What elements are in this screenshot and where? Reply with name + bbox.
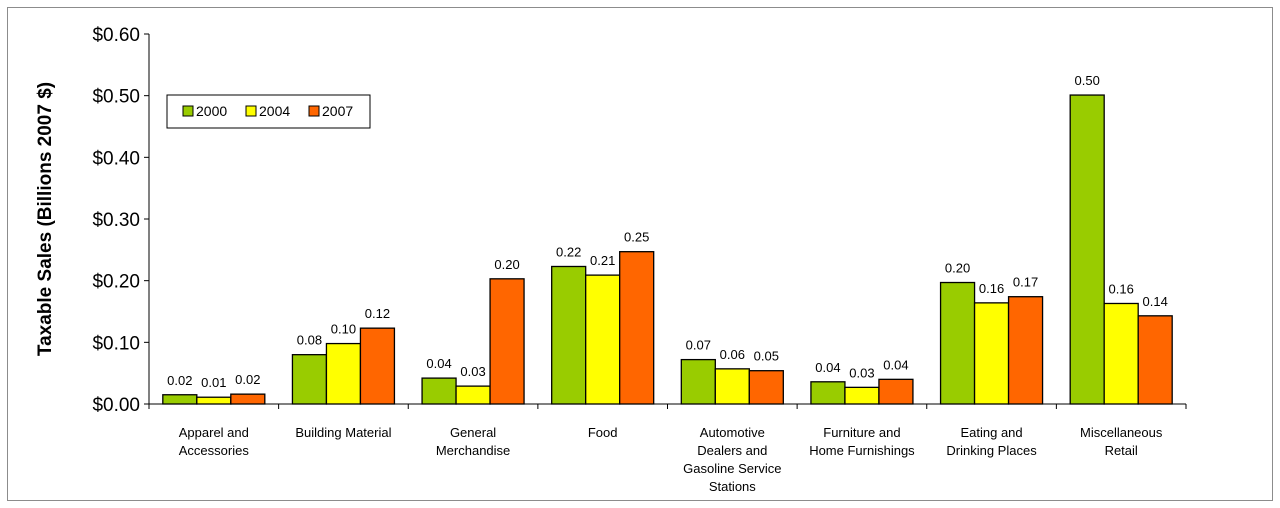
y-tick-label: $0.60 bbox=[92, 25, 140, 46]
x-tick-label: Apparel and Accessories bbox=[179, 425, 250, 458]
data-label: 0.12 bbox=[365, 306, 390, 321]
data-label: 0.20 bbox=[945, 261, 970, 276]
data-label: 0.02 bbox=[167, 373, 192, 388]
bar-2000 bbox=[680, 358, 716, 405]
bar-2007 bbox=[489, 278, 525, 405]
legend-swatch-2004 bbox=[245, 105, 257, 117]
bar-2000 bbox=[810, 381, 846, 405]
bar-2007 bbox=[1007, 296, 1044, 405]
x-tick-label-line: Drinking Places bbox=[946, 443, 1037, 458]
x-tick-label: Building Material bbox=[295, 425, 391, 440]
data-label: 0.10 bbox=[331, 322, 356, 337]
data-label: 0.04 bbox=[426, 356, 451, 371]
data-label: 0.08 bbox=[297, 333, 322, 348]
bar-2007 bbox=[1137, 315, 1173, 405]
x-tick-label: General Merchandise bbox=[436, 425, 510, 458]
bar-2004 bbox=[844, 386, 880, 405]
bar-2000 bbox=[162, 394, 198, 405]
legend: 2000 2004 2007 bbox=[166, 94, 371, 129]
data-label: 0.06 bbox=[720, 347, 745, 362]
bar-2007 bbox=[230, 393, 266, 405]
x-tick-label: Furniture and Home Furnishings bbox=[809, 425, 915, 458]
legend-label: 2000 bbox=[196, 103, 227, 119]
bar-2004 bbox=[196, 396, 232, 405]
legend-swatch-2007 bbox=[308, 105, 320, 117]
data-label: 0.01 bbox=[201, 375, 226, 390]
bar-2000 bbox=[939, 281, 976, 405]
data-label: 0.17 bbox=[1013, 275, 1038, 290]
legend-swatch-2000 bbox=[182, 105, 194, 117]
data-label: 0.50 bbox=[1075, 73, 1100, 88]
y-tick-label: $0.40 bbox=[92, 148, 140, 169]
bar-2007 bbox=[619, 251, 655, 405]
data-label: 0.16 bbox=[1109, 281, 1134, 296]
bar-2004 bbox=[455, 385, 491, 405]
bar-2000 bbox=[551, 265, 587, 405]
y-axis-title: Taxable Sales (Billions 2007 $) bbox=[35, 82, 56, 356]
x-tick-label-line: Food bbox=[588, 425, 618, 440]
x-tick-label: Automotive Dealers and Gasoline Service Sta… bbox=[683, 425, 781, 494]
x-tick-label-line: Gasoline Service bbox=[683, 461, 781, 476]
data-label: 0.02 bbox=[235, 372, 260, 387]
legend-label: 2007 bbox=[322, 103, 353, 119]
x-tick-label-line: Eating and bbox=[960, 425, 1022, 440]
data-label: 0.16 bbox=[979, 281, 1004, 296]
legend-label: 2004 bbox=[259, 103, 290, 119]
data-label: 0.03 bbox=[460, 364, 485, 379]
bar-2000 bbox=[1069, 94, 1105, 405]
y-tick-label: $0.50 bbox=[92, 87, 140, 108]
x-tick-label-line: Merchandise bbox=[436, 443, 510, 458]
x-tick-label-line: Miscellaneous bbox=[1080, 425, 1163, 440]
x-tick-label: Eating and Drinking Places bbox=[946, 425, 1037, 458]
x-tick-label: Miscellaneous Retail bbox=[1080, 425, 1163, 458]
bar-2007 bbox=[878, 378, 914, 405]
bar-2004 bbox=[714, 368, 750, 405]
data-label: 0.04 bbox=[883, 357, 908, 372]
data-label: 0.03 bbox=[849, 365, 874, 380]
x-tick-label-line: Furniture and bbox=[823, 425, 900, 440]
x-tick-label-line: Stations bbox=[709, 479, 756, 494]
bar-2007 bbox=[748, 370, 784, 405]
data-label: 0.07 bbox=[686, 338, 711, 353]
bar-2000 bbox=[291, 354, 328, 405]
y-tick-label: $0.30 bbox=[92, 210, 140, 231]
data-label: 0.14 bbox=[1143, 294, 1168, 309]
x-tick-label-line: Dealers and bbox=[697, 443, 767, 458]
y-tick-label: $0.00 bbox=[92, 395, 140, 416]
data-label: 0.21 bbox=[590, 253, 615, 268]
bar-2004 bbox=[585, 274, 621, 405]
data-label: 0.22 bbox=[556, 244, 581, 259]
bar-2004 bbox=[325, 342, 362, 405]
x-tick-label-line: Accessories bbox=[179, 443, 250, 458]
x-tick-label-line: Home Furnishings bbox=[809, 443, 915, 458]
y-tick-label: $0.10 bbox=[92, 333, 140, 354]
data-label: 0.05 bbox=[754, 349, 779, 364]
bar-2000 bbox=[421, 377, 457, 405]
data-label: 0.20 bbox=[494, 257, 519, 272]
bar-2007 bbox=[359, 327, 396, 405]
x-tick-label-line: General bbox=[450, 425, 496, 440]
bar-2004 bbox=[1103, 302, 1139, 405]
data-label: 0.25 bbox=[624, 230, 649, 245]
x-tick-label-line: Building Material bbox=[295, 425, 391, 440]
data-label: 0.04 bbox=[815, 360, 840, 375]
x-tick-label-line: Apparel and bbox=[179, 425, 249, 440]
x-tick-label-line: Automotive bbox=[700, 425, 765, 440]
legend-box bbox=[166, 94, 371, 129]
x-tick-label-line: Retail bbox=[1105, 443, 1138, 458]
x-tick-label: Food bbox=[588, 425, 618, 440]
y-tick-label: $0.20 bbox=[92, 272, 140, 293]
bar-2004 bbox=[973, 302, 1010, 405]
